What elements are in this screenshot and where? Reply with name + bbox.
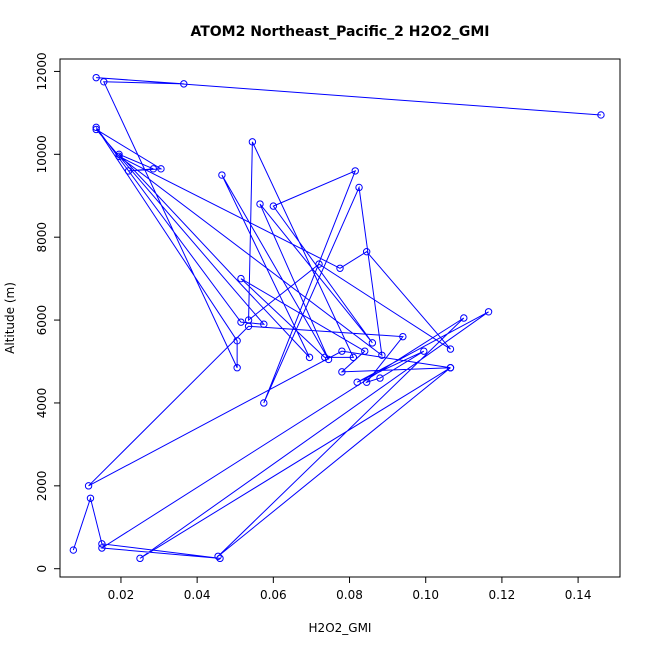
- chart-title: ATOM2 Northeast_Pacific_2 H2O2_GMI: [190, 24, 489, 40]
- series-line: [72, 77, 601, 559]
- data-point: [260, 399, 268, 407]
- data-point: [92, 125, 100, 134]
- data-point: [233, 364, 241, 372]
- data-point: [378, 351, 386, 359]
- data-point: [100, 78, 108, 86]
- data-point: [157, 165, 165, 173]
- data-point: [98, 544, 106, 552]
- y-tick-label: 10000: [35, 135, 49, 173]
- data-point: [248, 138, 257, 146]
- x-tick-label: 0.06: [260, 588, 287, 602]
- data-point: [305, 353, 314, 362]
- data-point: [98, 540, 106, 548]
- data-point: [351, 167, 359, 175]
- data-point: [124, 167, 133, 175]
- data-point: [376, 374, 384, 382]
- data-point: [115, 152, 123, 161]
- data-point: [214, 552, 222, 560]
- data-point: [92, 123, 100, 132]
- data-point: [336, 264, 344, 272]
- data-point: [269, 202, 278, 210]
- data-point: [233, 337, 241, 345]
- x-tick-label: 0.12: [489, 588, 516, 602]
- series-layer: [69, 73, 605, 563]
- plot-area-frame: [59, 58, 621, 578]
- data-point: [86, 494, 95, 502]
- data-point: [256, 200, 264, 208]
- data-point: [338, 347, 346, 355]
- x-tick-label: 0.14: [565, 588, 592, 602]
- x-tick-label: 0.08: [336, 588, 363, 602]
- data-point: [446, 364, 455, 372]
- data-point: [136, 554, 144, 563]
- data-point: [399, 332, 407, 341]
- data-point: [69, 546, 78, 554]
- data-point: [244, 322, 253, 330]
- data-point: [321, 353, 329, 362]
- data-point: [368, 339, 377, 347]
- data-point: [315, 260, 323, 268]
- data-point: [349, 353, 358, 362]
- data-point: [362, 378, 371, 386]
- y-tick-label: 4000: [35, 388, 49, 419]
- data-point: [237, 318, 245, 326]
- data-point: [362, 247, 371, 256]
- data-point: [484, 308, 493, 316]
- x-axis: 0.02 0.04 0.06 0.08 0.10 0.12 0.14: [108, 577, 592, 602]
- x-tick-label: 0.10: [412, 588, 439, 602]
- data-point: [218, 171, 226, 179]
- data-point: [420, 347, 428, 355]
- data-point: [237, 274, 245, 283]
- data-point: [115, 150, 123, 159]
- data-point: [260, 320, 268, 328]
- data-point: [338, 368, 346, 376]
- y-axis: 0 2000 4000 6000 8000 10000 12000: [35, 52, 60, 573]
- data-point: [355, 183, 363, 192]
- data-point: [353, 378, 361, 386]
- y-tick-label: 12000: [35, 52, 49, 90]
- y-tick-label: 0: [35, 565, 49, 573]
- y-axis-label: Altitude (m): [3, 282, 17, 354]
- y-tick-label: 6000: [35, 305, 49, 336]
- data-point: [446, 345, 455, 353]
- data-point: [84, 482, 93, 490]
- data-point: [324, 355, 333, 364]
- data-point: [460, 314, 468, 322]
- data-point: [180, 80, 188, 88]
- y-tick-label: 8000: [35, 222, 49, 253]
- data-point: [216, 554, 224, 563]
- x-tick-label: 0.02: [108, 588, 135, 602]
- data-point: [361, 347, 369, 355]
- y-tick-label: 2000: [35, 471, 49, 502]
- x-axis-label: H2O2_GMI: [309, 621, 372, 635]
- x-tick-label: 0.04: [184, 588, 211, 602]
- data-point: [92, 73, 100, 82]
- data-point: [597, 111, 605, 119]
- data-point: [149, 165, 158, 173]
